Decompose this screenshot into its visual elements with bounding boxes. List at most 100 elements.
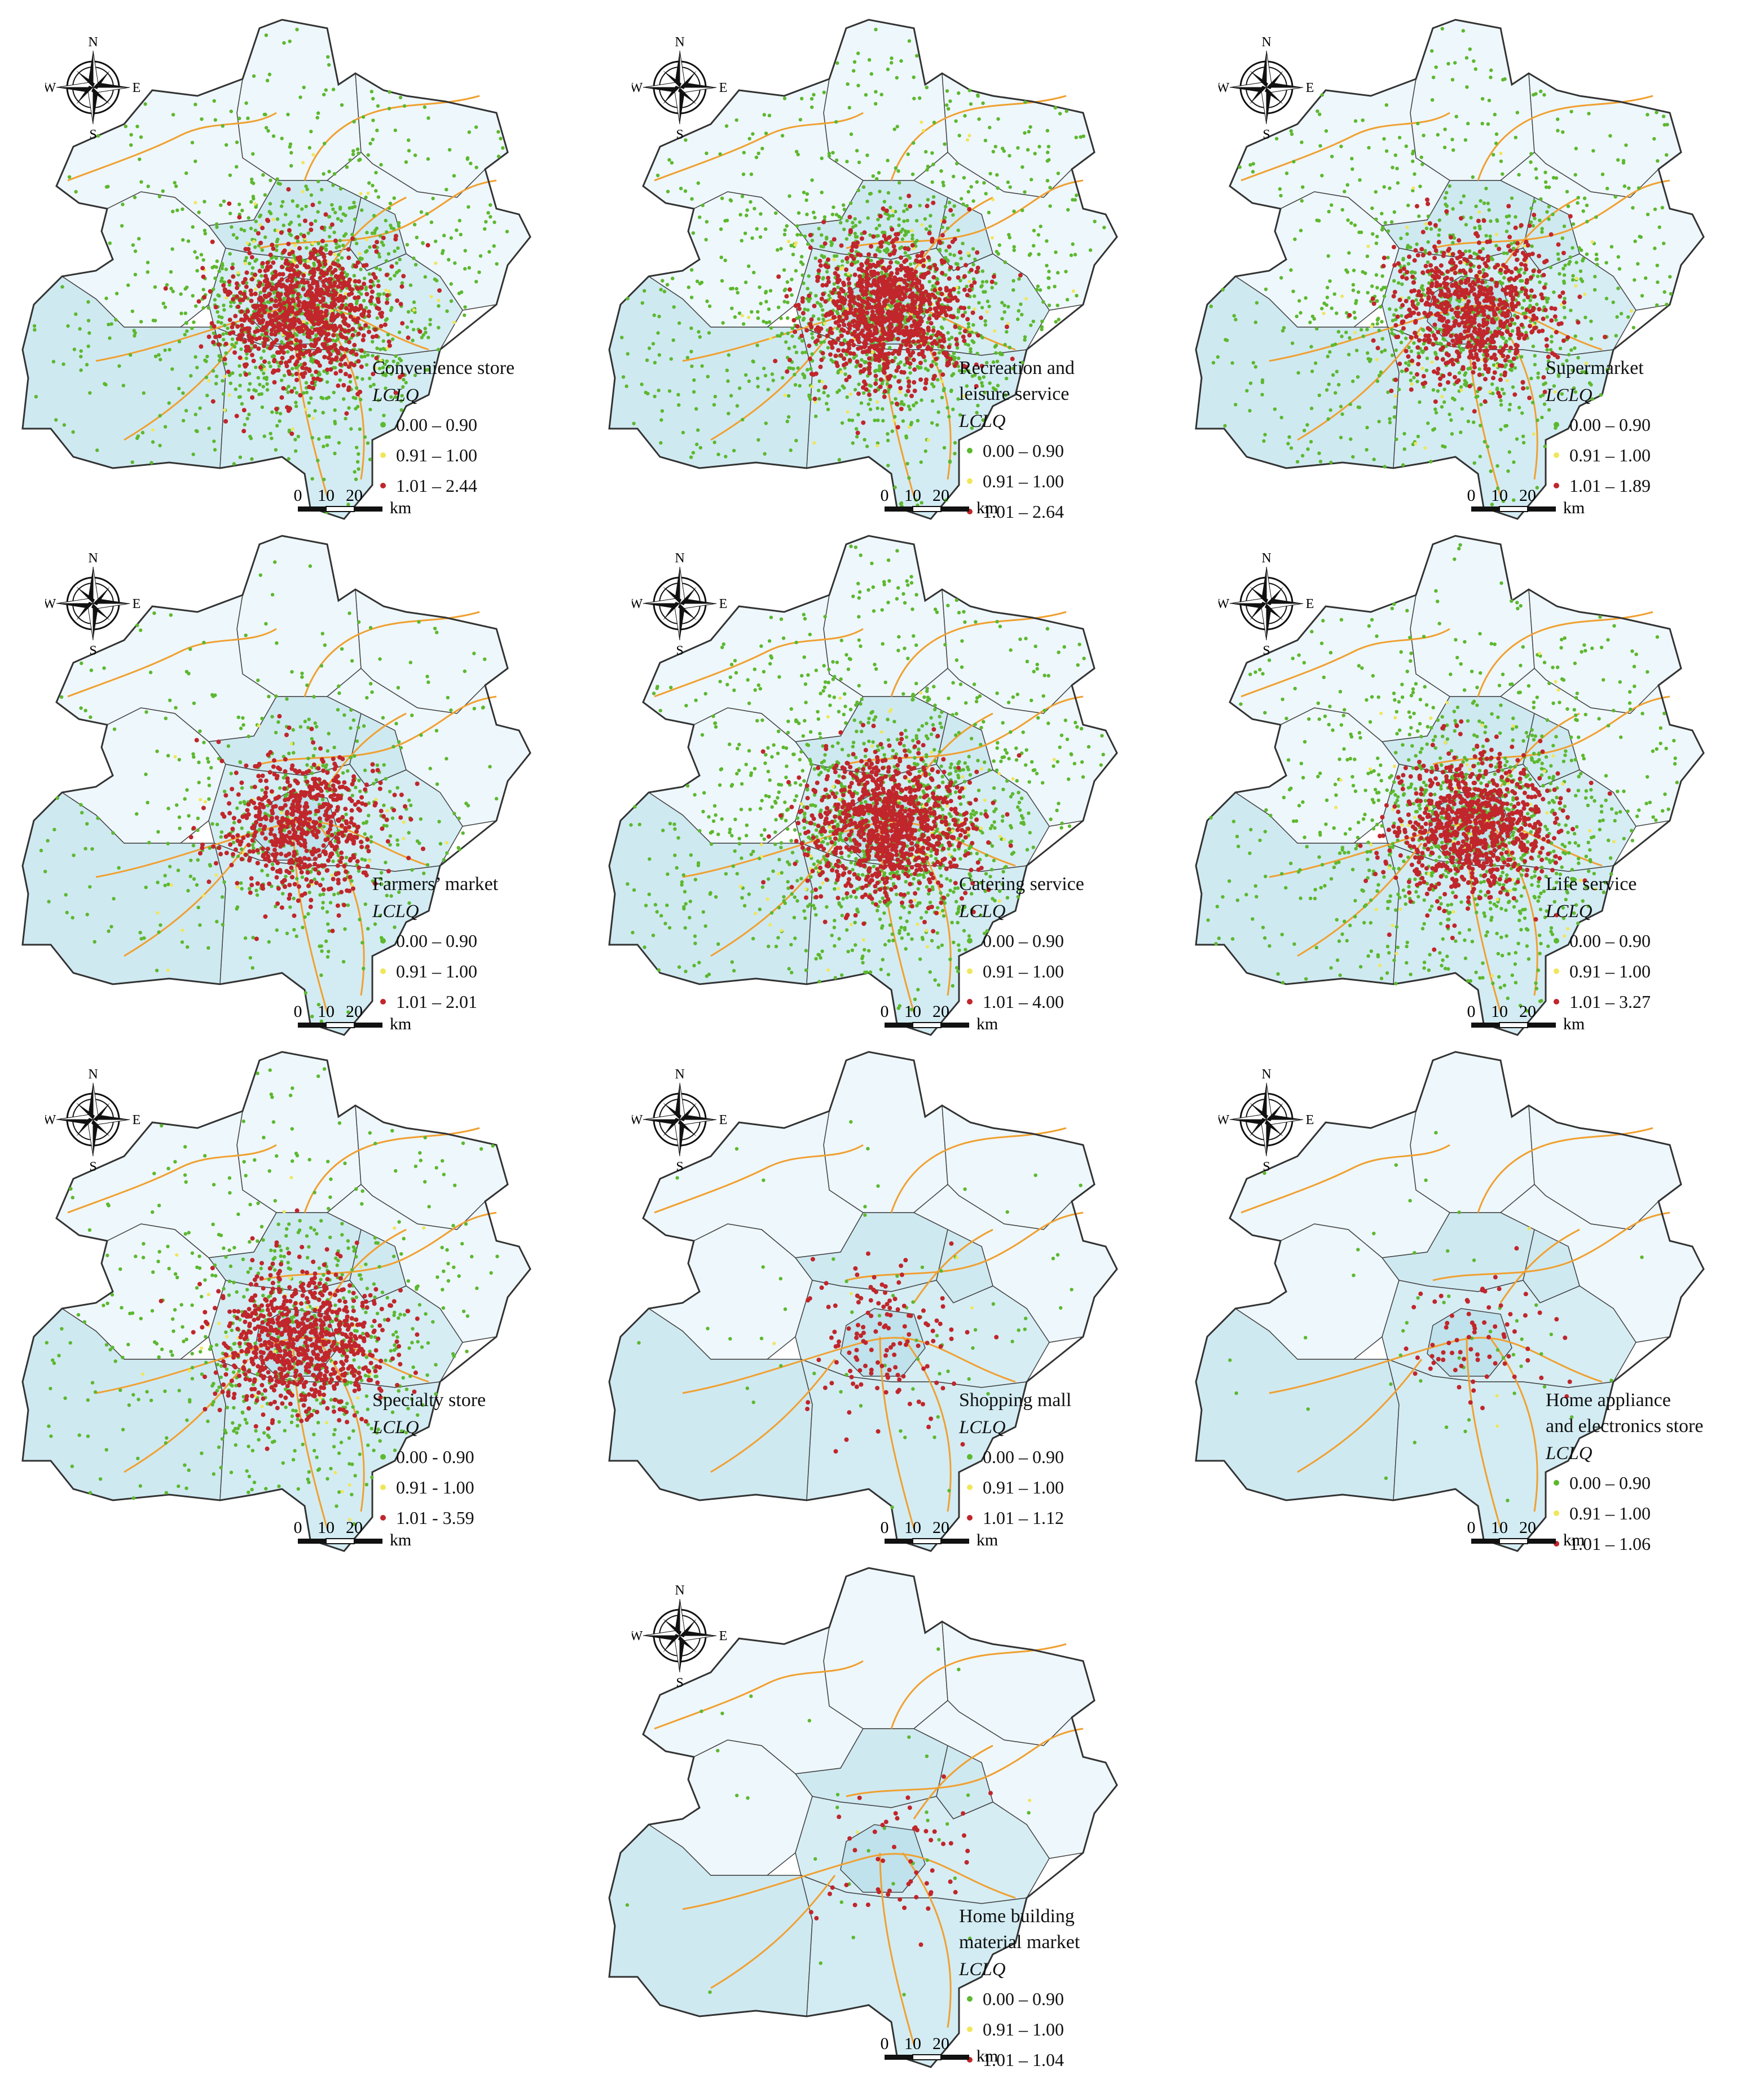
road-2 — [890, 1643, 1067, 1729]
beijing-map — [608, 1051, 1118, 1552]
legend-label-high: 1.01 – 1.06 — [1569, 1534, 1651, 1554]
scale-unit: km — [976, 2047, 998, 2065]
scale-unit: km — [1563, 499, 1585, 517]
legend-title: LCLQ — [372, 385, 419, 406]
legend-label-mid: 0.91 – 1.00 — [396, 961, 477, 981]
high-lclq-points — [163, 187, 442, 436]
scale-unit: km — [1563, 1531, 1585, 1549]
legend-label-low: 0.00 – 0.90 — [983, 931, 1064, 951]
legend-label-high: 1.01 - 3.59 — [396, 1508, 474, 1528]
legend-swatch-high — [967, 509, 973, 514]
compass-south-label: S — [676, 644, 683, 657]
low-lclq-points — [1228, 1131, 1644, 1503]
scale-tick-0: 0 — [881, 1002, 889, 1021]
municipal-boundary — [21, 19, 531, 520]
road-7 — [124, 1359, 249, 1473]
legend-item-low: 0.00 – 0.90 — [1546, 409, 1764, 440]
beijing-map — [608, 535, 1118, 1036]
scale-tick-10: 10 — [318, 1518, 335, 1537]
compass-north-label: N — [675, 1067, 684, 1082]
compass-north-label: N — [88, 1067, 98, 1082]
compass-east-label: E — [133, 597, 141, 611]
road-7 — [710, 327, 836, 441]
map-panel-5: N S W E Catering service LCLQ 0.00 – 0.9… — [598, 527, 1185, 1052]
municipal-boundary — [608, 19, 1118, 520]
scale-bar: 0 10 20 km — [881, 1518, 998, 1549]
legend-label-low: 0.00 – 0.90 — [396, 931, 477, 951]
road-8 — [1499, 1228, 1580, 1303]
legend-label-high: 1.01 – 2.64 — [983, 501, 1064, 522]
road-8 — [913, 1228, 993, 1303]
district-1 — [236, 19, 362, 181]
compass-north-label: N — [1261, 35, 1271, 50]
north-arrow-icon: N S W E — [45, 1067, 140, 1173]
legend-label-high: 1.01 – 1.12 — [983, 1508, 1064, 1528]
compass-north-label: N — [88, 551, 98, 566]
district-1 — [1410, 19, 1535, 181]
legend-label-high: 1.01 – 2.01 — [396, 992, 477, 1012]
legend-item-high: 1.01 – 2.44 — [372, 470, 598, 501]
scale-tick-10: 10 — [904, 2034, 921, 2053]
compass-west-label: W — [1218, 81, 1230, 95]
legend-label-low: 0.00 – 0.90 — [983, 1447, 1064, 1467]
beijing-map — [608, 19, 1118, 520]
low-lclq-points — [1206, 543, 1679, 1013]
legend-title: LCLQ — [959, 1959, 1006, 1980]
legend-item-low: 0.00 – 0.90 — [959, 435, 1185, 466]
road-3 — [259, 179, 497, 249]
legend-item-mid: 0.91 – 1.00 — [1546, 956, 1764, 986]
legend-swatch-mid — [380, 1484, 386, 1490]
road-4 — [95, 821, 429, 878]
compass-east-label: E — [719, 1629, 728, 1644]
legend-label-low: 0.00 – 0.90 — [1569, 1473, 1651, 1493]
mid-lclq-points — [855, 1799, 1032, 1834]
road-8 — [1499, 196, 1580, 271]
road-1 — [1240, 1144, 1450, 1214]
road-1 — [67, 628, 277, 698]
road-8 — [913, 712, 993, 787]
legend-swatch-high — [380, 483, 386, 488]
legend-swatch-mid — [1554, 968, 1559, 974]
compass-west-label: W — [632, 81, 643, 95]
legend-label-low: 0.00 – 0.90 — [1569, 931, 1651, 951]
beijing-map — [1195, 535, 1705, 1036]
road-3 — [1432, 1211, 1670, 1281]
legend-item-low: 0.00 – 0.90 — [372, 409, 598, 440]
road-3 — [846, 1211, 1084, 1281]
road-4 — [95, 305, 429, 362]
scale-bar: 0 10 20 km — [1467, 486, 1585, 517]
north-arrow-icon: N S W E — [632, 35, 727, 141]
scale-bar: 0 10 20 km — [1467, 1518, 1585, 1549]
legend-item-high: 1.01 – 3.27 — [1546, 986, 1764, 1017]
compass-west-label: W — [45, 1113, 56, 1127]
scale-tick-10: 10 — [904, 1518, 921, 1537]
map-legend: Farmers’ market LCLQ 0.00 – 0.90 0.91 – … — [372, 871, 598, 1017]
legend-item-low: 0.00 – 0.90 — [1546, 926, 1764, 956]
compass-east-label: E — [719, 597, 728, 611]
high-lclq-points — [808, 1774, 993, 1947]
map-panel-4: N S W E Farmers’ market LCLQ 0.00 – 0.90… — [11, 527, 598, 1052]
road-2 — [303, 611, 480, 697]
road-8 — [1499, 712, 1580, 787]
high-lclq-points — [1347, 197, 1608, 414]
compass-east-label: E — [1306, 81, 1314, 95]
north-arrow-icon: N S W E — [45, 35, 140, 141]
map-panel-1: N S W E Convenience store LCLQ 0.00 – 0.… — [11, 11, 598, 536]
legend-label-low: 0.00 – 0.90 — [983, 440, 1064, 461]
compass-east-label: E — [719, 1113, 728, 1127]
compass-south-label: S — [89, 1160, 96, 1173]
map-legend: Home building material market LCLQ 0.00 … — [959, 1904, 1185, 2075]
road-2 — [303, 1127, 480, 1213]
compass-south-label: S — [1262, 644, 1270, 657]
road-2 — [1477, 611, 1653, 697]
map-panel-8: N S W E Shopping mall LCLQ 0.00 – 0.90 0… — [598, 1043, 1185, 1568]
legend-title: LCLQ — [372, 901, 419, 922]
compass-west-label: W — [1218, 597, 1230, 611]
legend-swatch-high — [1554, 1541, 1559, 1547]
road-1 — [67, 1144, 277, 1214]
map-title: Supermarket — [1546, 358, 1644, 378]
road-2 — [890, 95, 1067, 181]
legend-item-low: 0.00 – 0.90 — [959, 1984, 1185, 2014]
legend-item-high: 1.01 – 1.89 — [1546, 470, 1764, 501]
legend-swatch-mid — [967, 968, 973, 974]
